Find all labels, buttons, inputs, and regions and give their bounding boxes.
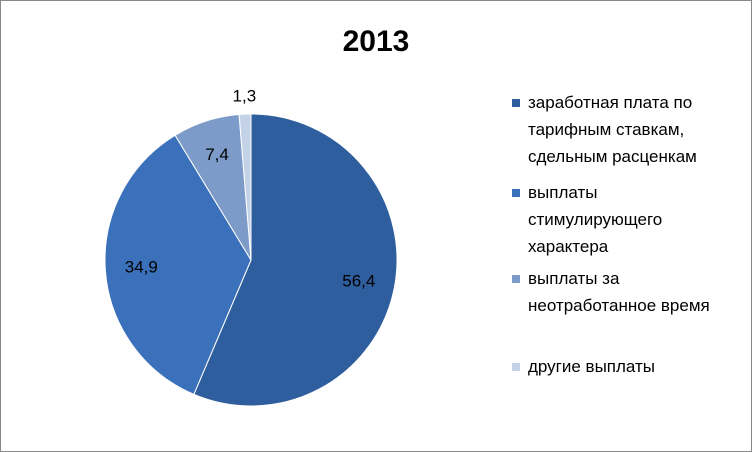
pie-slice	[193, 113, 398, 407]
pie-slice	[238, 113, 252, 261]
legend-marker	[512, 99, 520, 107]
legend-marker	[512, 363, 520, 371]
data-label: 7,4	[205, 145, 229, 164]
legend-label: выплаты стимулирующего характера	[528, 183, 663, 256]
legend-label: выплаты за неотработанное время	[528, 269, 710, 315]
legend-entry: выплаты стимулирующего характера	[512, 179, 722, 260]
legend-marker	[512, 275, 520, 283]
data-label: 34,9	[125, 257, 158, 276]
legend-entry: заработная плата по тарифным ставкам, сд…	[512, 89, 722, 170]
legend-entry: другие выплаты	[512, 353, 722, 380]
data-label: 1,3	[233, 87, 257, 106]
legend-entry: выплаты за неотработанное время	[512, 265, 722, 319]
legend-label: заработная плата по тарифным ставкам, сд…	[528, 93, 697, 166]
legend-label: другие выплаты	[528, 357, 656, 376]
legend-marker	[512, 189, 520, 197]
data-label: 56,4	[342, 271, 375, 290]
chart-title: 2013	[343, 25, 410, 58]
